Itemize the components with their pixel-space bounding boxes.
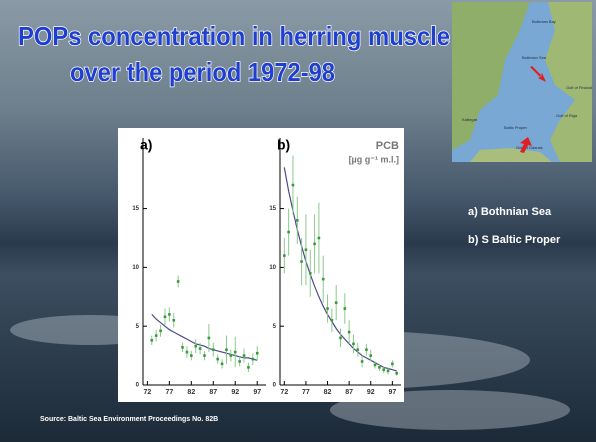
data-point [238, 360, 241, 363]
map-label: Gulf of Finland [566, 85, 592, 90]
unit: [µg g⁻¹ m.l.] [349, 154, 399, 164]
data-point [164, 315, 167, 318]
data-point [313, 243, 316, 246]
map-label: Kattegat [462, 117, 478, 122]
legend-entry: b) S Baltic Proper [468, 234, 561, 246]
x-tick-label: 97 [253, 389, 261, 396]
data-point [225, 348, 228, 351]
data-point [230, 354, 233, 357]
data-point [361, 360, 364, 363]
legend-entry: a) Bothnian Sea [468, 206, 552, 218]
map-label: Gulf of Riga [556, 113, 578, 118]
slide: POPs concentration in herring muscle ove… [0, 0, 596, 442]
data-point [256, 352, 259, 355]
x-tick-label: 82 [324, 389, 332, 396]
data-point [296, 219, 299, 222]
data-point [181, 346, 184, 349]
data-point [221, 363, 224, 366]
data-point [378, 366, 381, 369]
data-point [309, 272, 312, 275]
data-point [339, 337, 342, 340]
data-point [234, 351, 237, 354]
source: Source: Baltic Sea Environment Proceedin… [40, 416, 218, 423]
data-point [243, 354, 246, 357]
data-point [365, 348, 368, 351]
data-point [155, 334, 158, 337]
slide-title: over the period 1972-98 [70, 57, 335, 87]
data-point [318, 237, 321, 240]
data-point [177, 280, 180, 283]
data-point [331, 319, 334, 322]
data-point [322, 278, 325, 281]
data-point [203, 354, 206, 357]
slide-title: POPs concentration in herring muscle [18, 21, 450, 51]
data-point [305, 248, 308, 251]
data-point [159, 330, 162, 333]
data-point [172, 319, 175, 322]
data-point [369, 354, 372, 357]
y-tick-label: 10 [132, 265, 139, 271]
panel-label: a) [140, 137, 152, 153]
unit-label: PCB [376, 140, 399, 152]
panel-label: b) [277, 137, 290, 153]
data-point [168, 313, 171, 316]
data-point [374, 364, 377, 367]
x-tick-label: 92 [231, 389, 239, 396]
data-point [212, 348, 215, 351]
y-tick-label: 15 [132, 206, 139, 212]
data-point [208, 337, 211, 340]
data-point [216, 358, 219, 361]
data-point [326, 307, 329, 310]
data-point [356, 348, 359, 351]
x-tick-label: 77 [165, 389, 173, 396]
x-tick-label: 72 [143, 389, 151, 396]
data-point [194, 345, 197, 348]
y-tick-label: 10 [269, 265, 276, 271]
data-point [247, 366, 250, 369]
x-tick-label: 97 [388, 389, 396, 396]
data-point [387, 370, 390, 373]
map: Bothnian Bay Bothnian Sea Gulf of Finlan… [452, 2, 592, 162]
data-point [300, 260, 303, 263]
data-point [292, 184, 295, 187]
data-point [199, 347, 202, 350]
data-point [391, 363, 394, 366]
map-label: Bothnian Bay [532, 19, 556, 24]
map-label: Bothnian Sea [522, 55, 547, 60]
data-point [344, 307, 347, 310]
data-point [335, 301, 338, 304]
data-point [283, 254, 286, 257]
data-point [287, 231, 290, 234]
data-point [252, 358, 255, 361]
data-point [352, 343, 355, 346]
x-tick-label: 92 [367, 389, 375, 396]
x-tick-label: 82 [187, 389, 195, 396]
x-tick-label: 87 [345, 389, 353, 396]
data-point [190, 354, 193, 357]
data-point [186, 351, 189, 354]
y-tick-label: 15 [269, 206, 276, 212]
data-point [150, 339, 153, 342]
x-tick-label: 72 [280, 389, 288, 396]
data-point [382, 368, 385, 371]
map-label: Gulf of Gdansk [516, 145, 543, 150]
x-tick-label: 87 [209, 389, 217, 396]
data-point [348, 331, 351, 334]
map-label: Baltic Proper [504, 125, 528, 130]
x-tick-label: 77 [302, 389, 310, 396]
data-point [395, 372, 398, 375]
